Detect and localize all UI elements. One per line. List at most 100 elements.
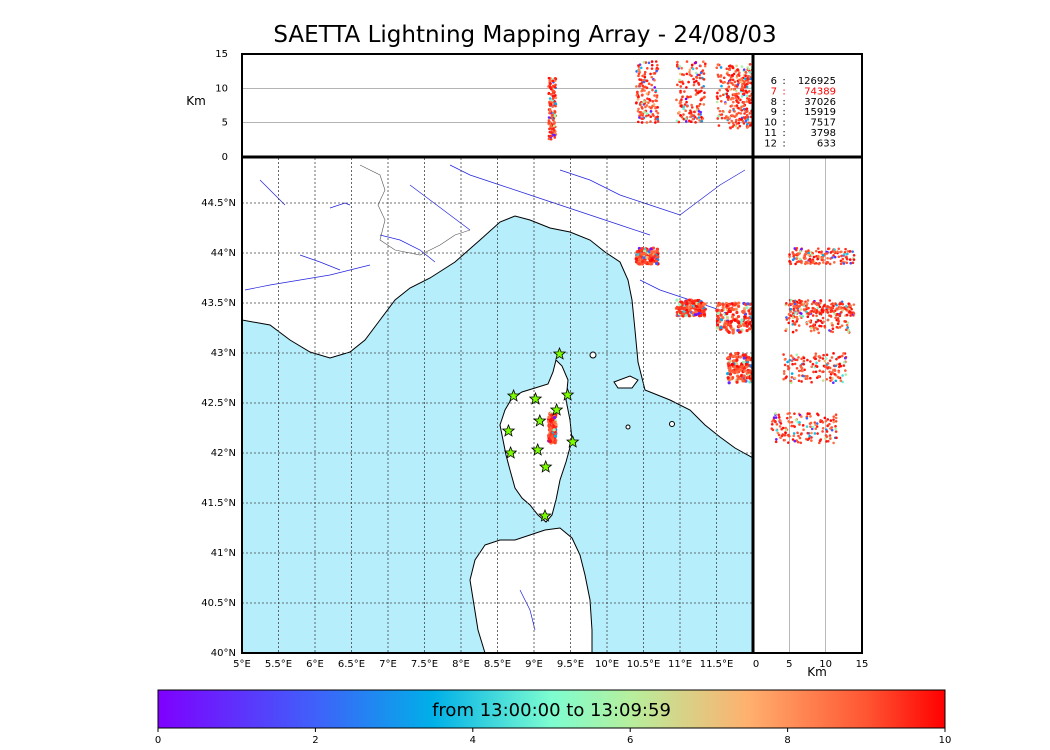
lightning-point: [804, 250, 808, 253]
lightning-point: [796, 440, 800, 444]
lightning-point: [775, 423, 779, 426]
lightning-point: [654, 89, 658, 93]
lightning-point: [727, 86, 730, 89]
lightning-point: [788, 358, 792, 362]
lightning-point: [694, 89, 698, 92]
lightning-point: [678, 302, 682, 306]
lightning-point: [776, 431, 780, 435]
lightning-point: [842, 253, 846, 256]
lightning-point: [821, 379, 825, 382]
lightning-point: [649, 120, 652, 123]
lightning-point: [817, 262, 821, 266]
lightning-point: [747, 370, 751, 374]
lightning-point: [689, 111, 693, 114]
lightning-point: [826, 256, 829, 260]
lightning-point: [812, 323, 815, 326]
lightning-point: [715, 66, 719, 70]
lightning-point: [774, 416, 778, 419]
lightning-point: [640, 105, 644, 109]
lightning-point: [848, 308, 851, 311]
lightning-point: [643, 260, 647, 264]
lightning-point: [696, 308, 701, 313]
lightning-point: [842, 352, 845, 355]
lightning-point: [833, 248, 836, 251]
lightning-point: [806, 438, 810, 442]
lightning-point: [819, 299, 822, 302]
lightning-point: [818, 369, 822, 373]
lightning-point: [681, 82, 685, 85]
lightning-point: [697, 113, 701, 116]
lightning-point: [800, 415, 803, 418]
lightning-point: [730, 104, 734, 107]
lightning-point: [739, 108, 742, 111]
lightning-point: [837, 255, 841, 259]
lightning-point: [693, 80, 696, 84]
lightning-point: [778, 425, 782, 428]
lightning-point: [643, 89, 646, 92]
lightning-point: [553, 434, 558, 438]
lightning-point: [650, 67, 654, 70]
lightning-point: [548, 107, 552, 111]
lightning-point: [782, 377, 785, 381]
lightning-point: [809, 421, 813, 425]
lightning-point: [549, 79, 553, 83]
lightning-point: [787, 367, 790, 371]
altitude-lat-tick-label: 0: [753, 659, 759, 670]
lightning-point: [802, 356, 806, 360]
lightning-point: [547, 134, 551, 138]
lightning-point: [735, 85, 739, 88]
lightning-point: [691, 311, 695, 315]
lightning-point: [840, 300, 844, 304]
lightning-point: [680, 73, 684, 76]
station-star-icon: [560, 387, 575, 401]
lightning-point: [735, 92, 738, 96]
lightning-point: [719, 325, 723, 330]
station-star-icon: [533, 413, 547, 427]
lightning-point: [728, 366, 732, 370]
chart-title: SAETTA Lightning Mapping Array - 24/08/0…: [273, 22, 777, 48]
lightning-point: [806, 299, 810, 302]
lightning-point: [732, 87, 736, 91]
lightning-point: [791, 258, 795, 262]
lightning-point: [736, 377, 740, 381]
colorbar-tick-label: 2: [312, 735, 318, 746]
map-x-tick-label: 8.5°E: [484, 659, 511, 670]
lightning-point: [651, 88, 654, 92]
altitude-lat-xlabel: Km: [807, 665, 827, 679]
lightning-point: [824, 419, 828, 423]
lightning-point: [832, 418, 835, 421]
lightning-point: [742, 323, 747, 327]
lightning-point: [745, 122, 749, 126]
map-y-tick-label: 41.5°N: [201, 498, 236, 509]
lightning-point: [703, 64, 707, 68]
lightning-point: [634, 260, 639, 264]
lightning-point: [675, 305, 679, 309]
lightning-point: [799, 441, 803, 445]
lightning-point: [835, 313, 838, 317]
lightning-point: [743, 315, 747, 319]
lightning-point: [654, 60, 658, 63]
lightning-point: [554, 83, 557, 87]
lightning-point: [728, 109, 732, 112]
colorbar: 0 2 4 6 8 10: [155, 689, 951, 746]
lightning-point: [720, 84, 723, 88]
lightning-point: [653, 86, 657, 89]
map-x-tick-label: 11.5°E: [700, 659, 734, 670]
lightning-point: [797, 356, 800, 359]
lightning-point: [792, 432, 796, 435]
station-count-value: 7517: [811, 118, 836, 129]
lightning-point: [653, 72, 657, 75]
lightning-point: [852, 258, 856, 261]
lightning-point: [737, 118, 741, 122]
lightning-point: [742, 356, 746, 360]
lightning-point: [647, 101, 650, 104]
lightning-point: [833, 372, 836, 376]
lightning-point: [728, 81, 732, 84]
lightning-point: [817, 319, 820, 322]
lightning-point: [733, 110, 736, 113]
lightning-point: [719, 75, 723, 78]
lightning-point: [794, 358, 797, 362]
lightning-point: [638, 103, 642, 106]
lightning-point: [808, 434, 812, 438]
altitude-lon-tick-label: 10: [215, 83, 228, 94]
